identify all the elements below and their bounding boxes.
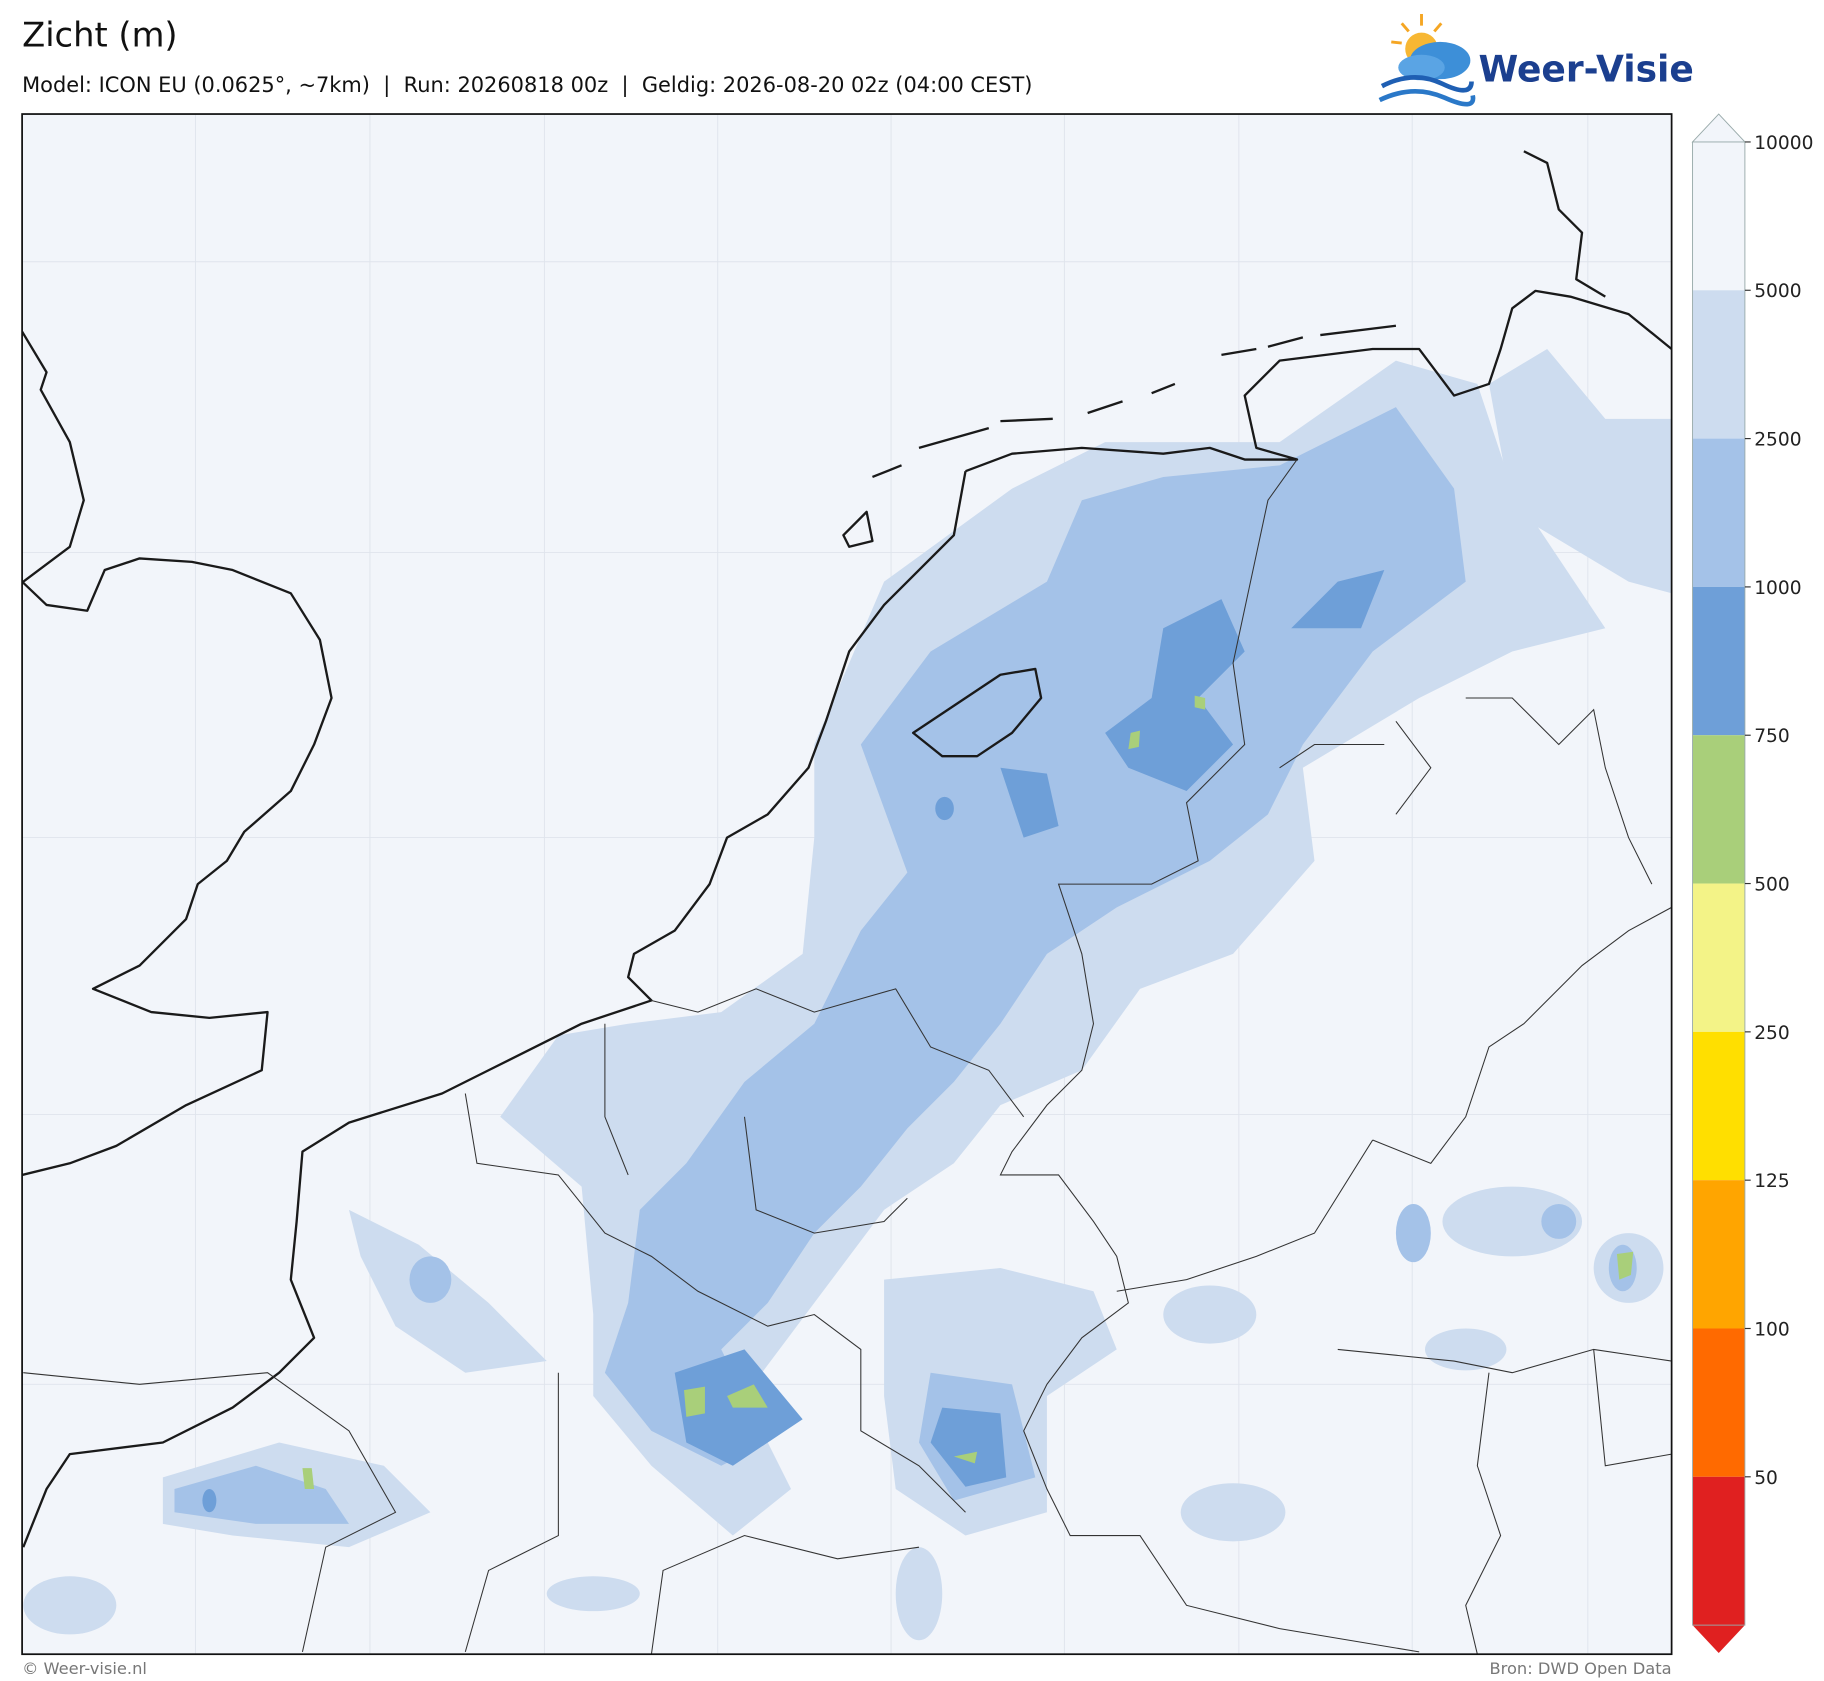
colorbar-tick-label: 500 — [1754, 875, 1790, 896]
colorbar-tick-label: 2500 — [1754, 430, 1801, 451]
logo: Weer-Visie — [1378, 13, 1694, 107]
colorbar-segment — [1692, 1476, 1745, 1626]
subtitle: Model: ICON EU (0.0625°, ~7km) | Run: 20… — [22, 73, 1032, 98]
colorbar-tick-label: 50 — [1754, 1468, 1778, 1489]
colorbar-tick-label: 750 — [1754, 726, 1790, 747]
colorbar-extend-bottom — [1692, 1625, 1745, 1654]
title: Zicht (m) — [22, 16, 177, 55]
colorbar-tick-label: 100 — [1754, 1319, 1790, 1340]
colorbar-segment — [1692, 586, 1745, 736]
colorbar-tick-label: 10000 — [1754, 133, 1813, 154]
footer-credit: © Weer-visie.nl — [22, 1659, 147, 1678]
colorbar-segment — [1692, 1180, 1745, 1329]
map — [21, 113, 1673, 1656]
colorbar: 10000 5000 2500 1000 750 500 250 125 100 50 — [1691, 113, 1813, 1654]
colorbar-extend-top — [1691, 113, 1746, 143]
colorbar-tick-label: 250 — [1754, 1023, 1790, 1044]
colorbar-segment — [1692, 438, 1745, 587]
colorbar-segment — [1692, 290, 1745, 439]
colorbar-segment — [1692, 883, 1745, 1032]
colorbar-segment — [1692, 141, 1745, 291]
colorbar-segment — [1692, 1031, 1745, 1181]
colorbar-tick-label: 5000 — [1754, 281, 1801, 302]
footer-source: Bron: DWD Open Data — [1489, 1659, 1671, 1678]
colorbar-segment — [1692, 735, 1745, 884]
logo-text: Weer-Visie — [1479, 48, 1694, 90]
colorbar-tick-label: 1000 — [1754, 578, 1801, 599]
colorbar-tick-label: 125 — [1754, 1171, 1790, 1192]
colorbar-segment — [1692, 1328, 1745, 1477]
